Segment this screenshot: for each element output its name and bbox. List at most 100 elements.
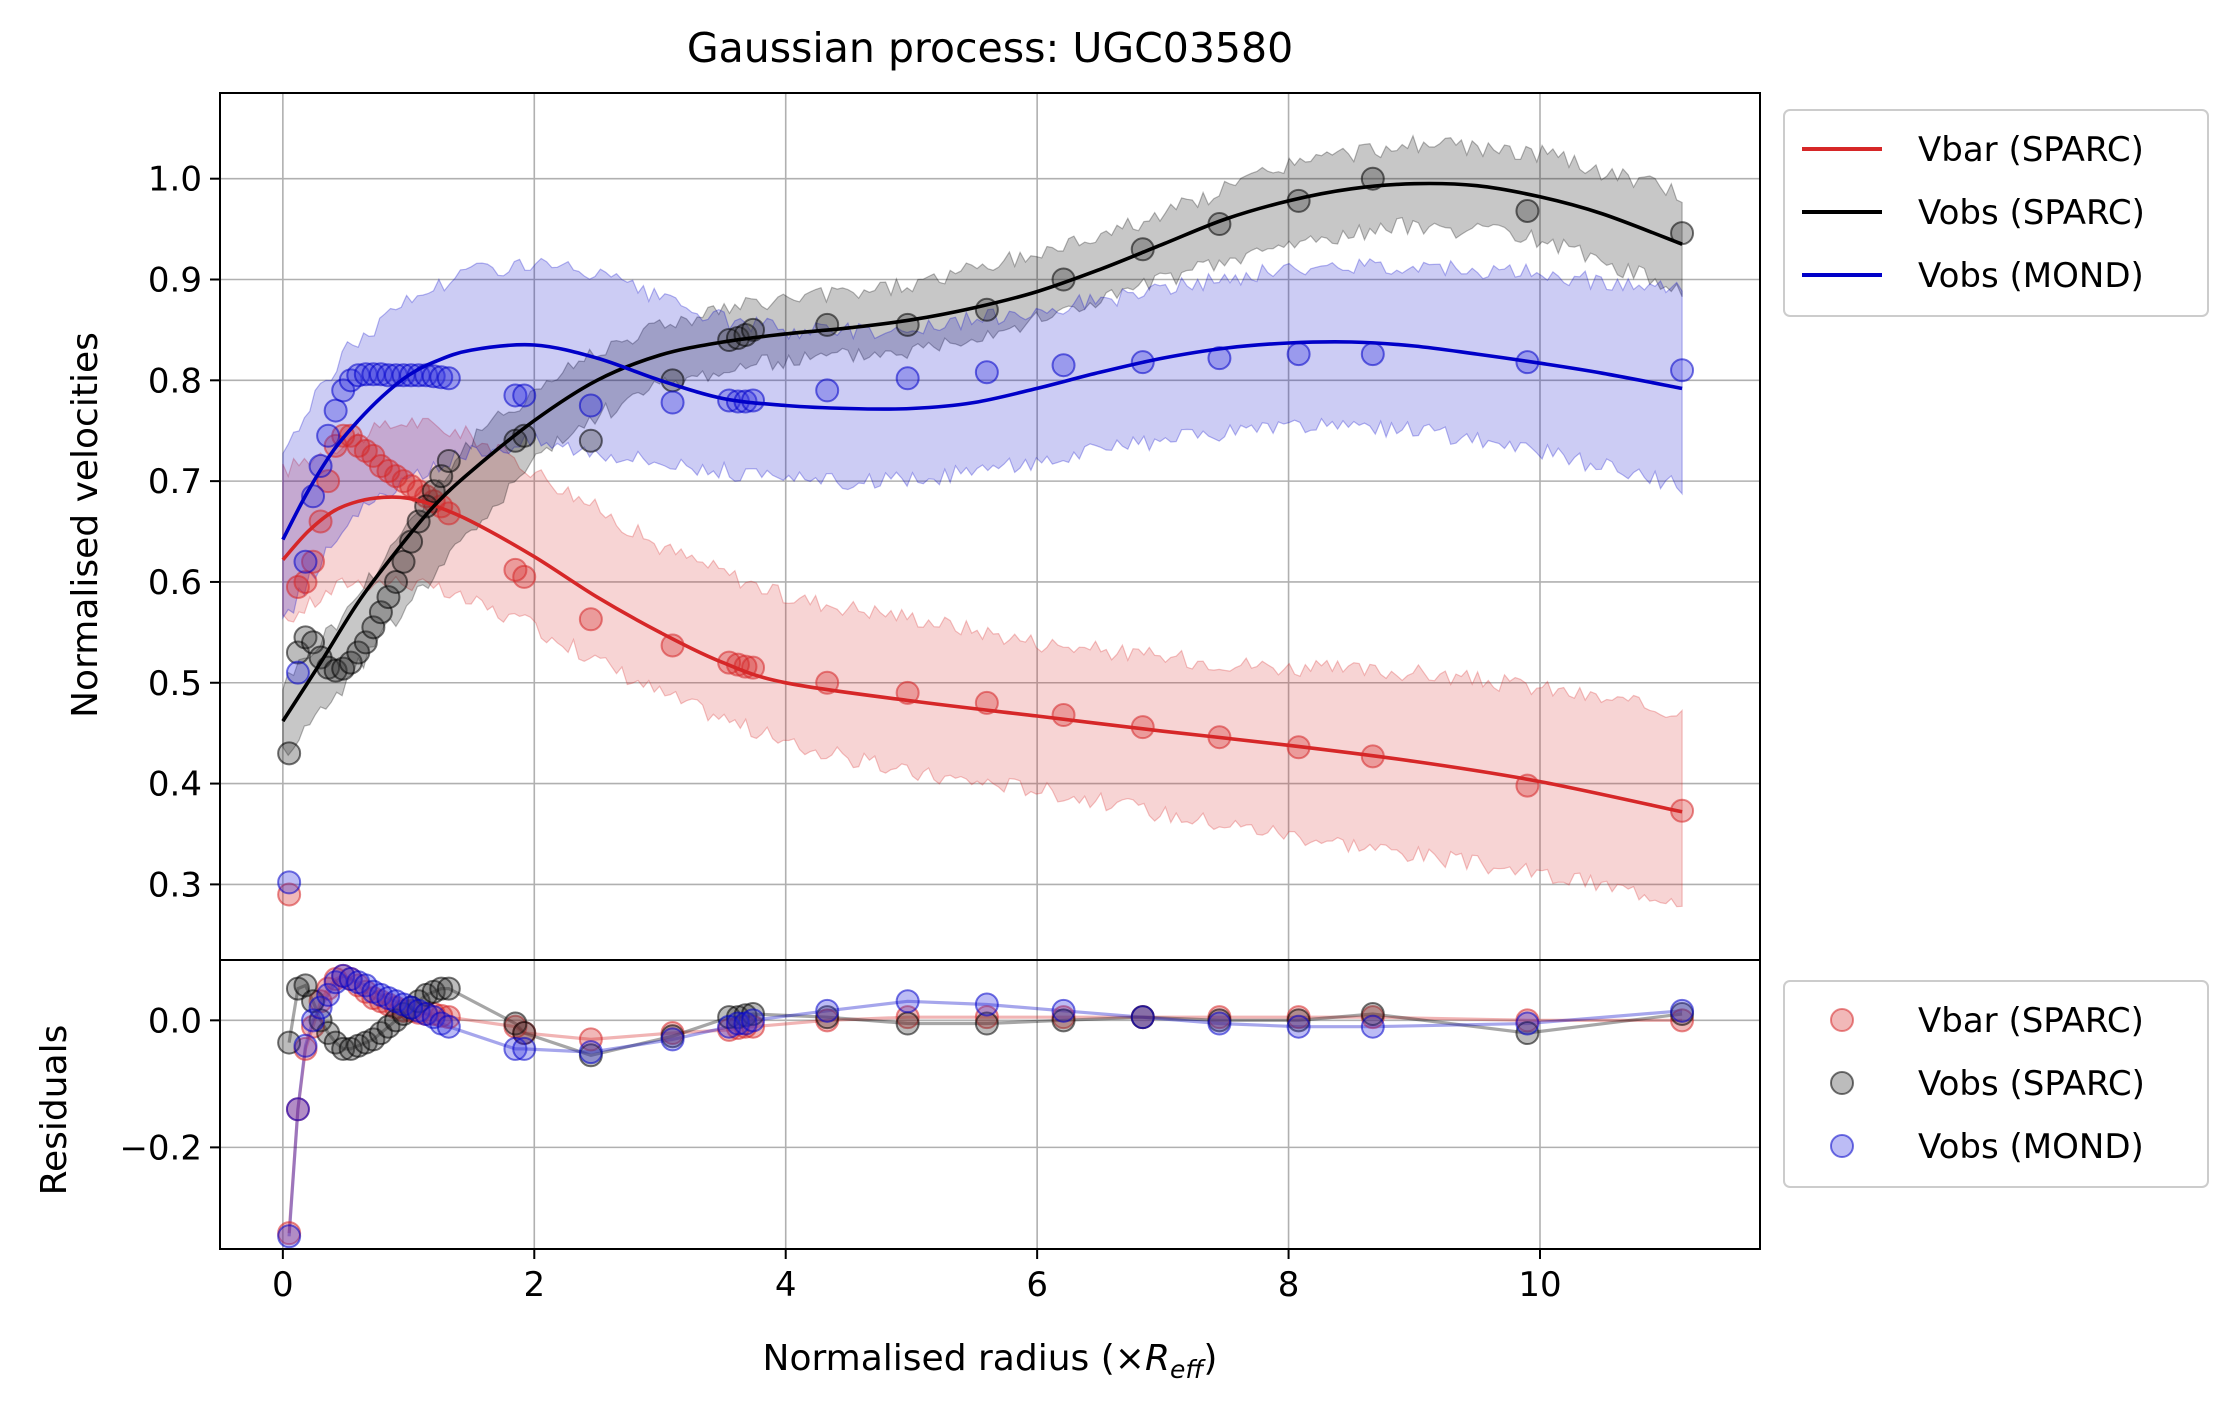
vobs-sparc-point (384, 569, 408, 594)
legend-residuals-box (1783, 980, 2209, 1188)
vobs-sparc-residual-point (429, 976, 454, 1001)
vobs-mond-residual-point (895, 989, 920, 1014)
vobs-mond-point (815, 378, 840, 403)
legend-line-label: Vbar (SPARC) (1918, 130, 2144, 170)
velocities-panel: 0.3 0.4 0.5 0.6 0.7 0.8 0.9 1.0 (148, 92, 1761, 961)
vobs-sparc-residual-point (1515, 1021, 1540, 1046)
vobs-mond-point (974, 360, 999, 385)
vobs-sparc-residual-point (331, 1036, 356, 1061)
y-axis-label-residuals: Residuals (34, 1025, 75, 1196)
vbar-sparc-residual-point (1670, 1008, 1695, 1033)
residuals-panel: 0 2 4 6 8 10 −0.2 0.0 (119, 959, 1761, 1305)
vobs-mond-point (660, 390, 685, 415)
y-tick-label-top: 1.0 (148, 160, 202, 200)
vobs-sparc-residual-point (974, 1011, 999, 1036)
vbar-sparc-point (578, 607, 603, 632)
vobs-sparc-residual-point (323, 1030, 348, 1055)
vobs-mond-residual-point (1670, 998, 1695, 1023)
vobs-mond-residual-point (1360, 1014, 1385, 1039)
vobs-mond-residual-point (316, 982, 341, 1007)
vobs-mond-residual-point (741, 1008, 766, 1033)
y-tick-label-top: 0.8 (148, 361, 202, 401)
x-tick-label: 0 (272, 1265, 294, 1305)
vobs-sparc-point (429, 464, 454, 489)
y-tick-label-top: 0.4 (148, 765, 202, 805)
vobs-sparc-residual-point (1360, 1001, 1385, 1026)
vobs-sparc-point (301, 630, 326, 655)
vobs-mond-point (293, 549, 318, 574)
vbar-sparc-point (277, 882, 302, 907)
x-tick-label: 4 (775, 1265, 797, 1305)
x-tick-label: 8 (1278, 1265, 1300, 1305)
vobs-mond-point (436, 366, 461, 391)
vobs-mond-line (281, 340, 1683, 541)
vobs-sparc-point (376, 585, 401, 610)
vobs-sparc-point (1515, 198, 1540, 223)
legend-residuals: Vbar (SPARC) Vobs (SPARC) Vobs (MOND) (1783, 980, 2209, 1188)
vobs-mond-residual-point (578, 1040, 603, 1065)
legend-line-label: Vobs (MOND) (1918, 256, 2144, 296)
vobs-mond-residual-point (285, 1097, 310, 1122)
legend-point-label: Vobs (MOND) (1918, 1127, 2144, 1167)
vobs-mond-residual-point (503, 1036, 528, 1061)
vobs-sparc-point (421, 479, 446, 504)
vobs-sparc-residual-point (436, 976, 461, 1001)
vobs-mond-point (1670, 358, 1695, 383)
vobs-mond-point (578, 393, 603, 418)
vobs-sparc-residual-point (503, 1011, 528, 1036)
vobs-sparc-point (353, 630, 378, 655)
vbar-sparc-point (301, 549, 326, 574)
y-tick-label-top: 0.6 (148, 563, 202, 603)
vobs-mond-point (503, 383, 528, 408)
vobs-mond-point (323, 398, 348, 423)
vobs-mond-residual-point (512, 1036, 537, 1061)
x-axis-label-symbol: R (1145, 1338, 1170, 1379)
vobs-sparc-residual-point (1051, 1008, 1076, 1033)
vobs-mond-residual-point (436, 1014, 461, 1039)
vobs-mond-residual-point (1286, 1014, 1311, 1039)
vobs-sparc-point (436, 448, 461, 473)
y-tick-label-top: 0.7 (148, 462, 202, 502)
x-tick-label: 6 (1026, 1265, 1048, 1305)
vobs-mond-residual-point (277, 1224, 302, 1249)
vbar-sparc-band (282, 416, 1683, 908)
vobs-mond-residual-point (1130, 1005, 1155, 1030)
vobs-mond-residual-point (301, 1008, 326, 1033)
vobs-mond-point (895, 366, 920, 391)
vobs-mond-point (1051, 353, 1076, 378)
legend-lines-box (1783, 109, 2209, 317)
vobs-sparc-residual-point (895, 1011, 920, 1036)
y-tick-label-top: 0.5 (148, 664, 202, 704)
vbar-sparc-point (1051, 703, 1076, 728)
vbar-sparc-point (512, 564, 537, 589)
legend-point-label: Vbar (SPARC) (1918, 1001, 2144, 1041)
vobs-sparc-residual-point (308, 1008, 333, 1033)
vobs-sparc-residual-point (1286, 1008, 1311, 1033)
vbar-sparc-point (293, 569, 318, 594)
vobs-sparc-point (895, 312, 920, 337)
legend-point-label: Vobs (SPARC) (1918, 1064, 2145, 1104)
vobs-mond-residual-point (1051, 998, 1076, 1023)
vobs-mond-band (282, 257, 1683, 620)
legend-point-swatch (1830, 1071, 1854, 1095)
x-tick-label: 2 (523, 1265, 545, 1305)
vbar-sparc-residual-point (974, 1005, 999, 1030)
y-tick-label-bottom: 0.0 (148, 1001, 202, 1041)
vbar-sparc-line (281, 495, 1683, 814)
vobs-mond-residual-point (1207, 1011, 1232, 1036)
vobs-mond-point (429, 365, 454, 390)
vobs-mond-residual-point (725, 1011, 750, 1036)
legend-point-swatch (1830, 1134, 1854, 1158)
vobs-mond-point (512, 383, 537, 408)
vobs-mond-point (316, 423, 341, 448)
vobs-mond-residual-point (293, 1033, 318, 1058)
x-axis-label-subscript: eff (1170, 1355, 1206, 1384)
legend-line-label: Vobs (SPARC) (1918, 193, 2145, 233)
vobs-sparc-point (277, 741, 302, 766)
x-axis-label-close: ) (1203, 1338, 1217, 1379)
legend-lines: Vbar (SPARC) Vobs (SPARC) Vobs (MOND) (1783, 109, 2209, 317)
vobs-sparc-point (815, 312, 840, 337)
vobs-mond-point (285, 660, 310, 685)
